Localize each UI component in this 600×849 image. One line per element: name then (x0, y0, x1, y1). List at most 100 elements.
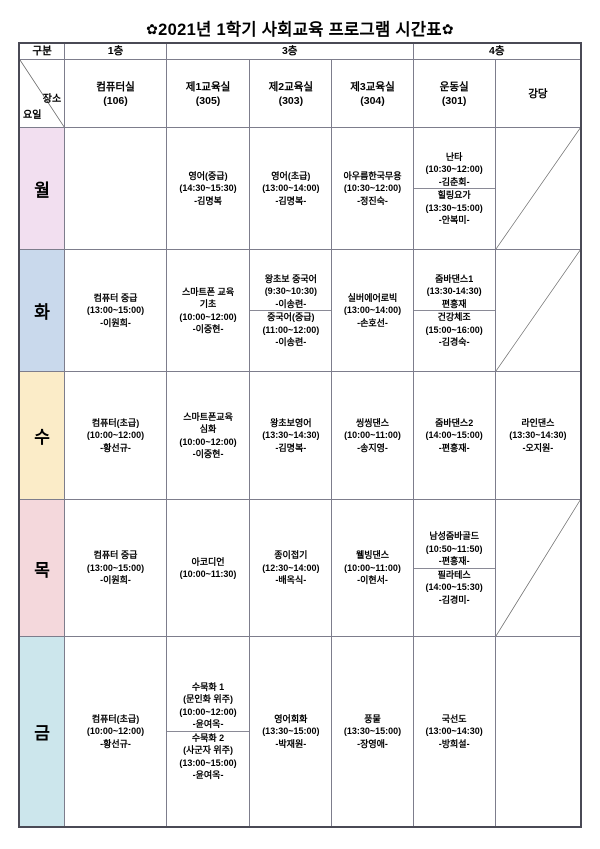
class-cell-목-6-unavailable[interactable] (494, 499, 582, 637)
class-cell-화-5-subtable: 줌바댄스1 (13:30-14:30) 편홍재 건강체조 (15:00~16:00… (413, 272, 495, 349)
table-body: 월 영어(중급) (14:30~15:30) -김명복 영어(초급) (13:00~… (18, 127, 582, 827)
class-cell-목-5-subtable: 남성줌바골드 (10:50~11:50) -편홍재- 필라테스 (14:00~15… (413, 530, 495, 606)
schedule-table: 구분 1층 3층 4층 장소 요일 컴퓨터실 (106) 제1교육실 (305) 제2교육실 (30… (18, 42, 582, 828)
page-title: ✿2021년 1학기 사회교육 프로그램 시간표✿ (0, 16, 600, 40)
day-row-화: 화 컴퓨터 중급 (13:00~15:00) -이원희- 스마트폰 교육 기초 (1… (18, 249, 582, 372)
class-cell-금-4[interactable]: 풍물 (13:30~15:00) -장영애- (331, 636, 414, 827)
class-cell-목-5-subrow-2: 필라테스 (14:00~15:30) -김경미- (413, 568, 495, 606)
class-cell-금-3[interactable]: 영어회화 (13:30~15:00) -박재원- (249, 636, 333, 827)
room-header-2: 제1교육실 (305) (165, 59, 251, 128)
diagonal-slash-icon (496, 128, 580, 249)
class-cell-월-5-subrow-2: 힐링요가 (13:30~15:00) -안복미- (413, 188, 495, 227)
corner-place-day-cell: 장소 요일 (18, 59, 66, 128)
class-cell-월-5-sub-2[interactable]: 힐링요가 (13:30~15:00) -안복미- (413, 188, 495, 227)
day-row-수: 수 컴퓨터(초급) (10:00~12:00) -황선규- 스마트폰교육 심화 (1… (18, 371, 582, 500)
class-cell-화-5-subrow-1: 줌바댄스1 (13:30-14:30) 편홍재 (413, 272, 495, 311)
class-cell-목-5-split[interactable]: 남성줌바골드 (10:50~11:50) -편홍재- 필라테스 (14:00~15… (412, 499, 496, 637)
room-header-4: 제3교육실 (304) (331, 59, 414, 128)
room-name: 제1교육실 (185, 80, 231, 93)
floor-header-2: 3층 (165, 42, 414, 60)
day-row-목: 목 컴퓨터 중급 (13:00~15:00) -이원희- 아코디언 (10:00~1… (18, 499, 582, 637)
day-label-수: 수 (18, 371, 66, 500)
flower-ornament-left-icon: ✿ (146, 21, 159, 37)
class-cell-월-5-split[interactable]: 난타 (10:30~12:00) -김춘회- 힐링요가 (13:30~15:00)… (412, 127, 496, 250)
class-cell-목-4[interactable]: 웰빙댄스 (10:00~11:00) -이현서- (331, 499, 414, 637)
class-cell-화-2[interactable]: 스마트폰 교육 기초 (10:00~12:00) -이중현- (165, 249, 251, 372)
class-cell-금-2-subtable: 수묵화 1 (문인화 위주) (10:00~12:00) -윤여옥- 수묵화 2 … (166, 680, 250, 782)
class-cell-화-3-subtable: 왕초보 중국어 (9:30~10:30) -이송련- 중국어(중급) (11:00… (250, 272, 332, 349)
class-cell-월-3[interactable]: 영어(초급) (13:00~14:00) -김명복- (249, 127, 333, 250)
floor-header-1: 1층 (64, 42, 167, 60)
day-row-월: 월 영어(중급) (14:30~15:30) -김명복 영어(초급) (13:00~… (18, 127, 582, 250)
class-cell-수-1[interactable]: 컴퓨터(초급) (10:00~12:00) -황선규- (64, 371, 167, 500)
class-cell-목-1[interactable]: 컴퓨터 중급 (13:00~15:00) -이원희- (64, 499, 167, 637)
class-cell-월-2[interactable]: 영어(중급) (14:30~15:30) -김명복 (165, 127, 251, 250)
room-number: (303) (278, 94, 304, 107)
floor-header-3: 4층 (412, 42, 582, 60)
room-header-1: 컴퓨터실 (106) (64, 59, 167, 128)
class-cell-월-5-subrow-1: 난타 (10:30~12:00) -김춘회- (413, 150, 495, 189)
page-title-text: 2021년 1학기 사회교육 프로그램 시간표 (158, 21, 442, 39)
day-label-월: 월 (18, 127, 66, 250)
diagonal-slash-icon (496, 250, 580, 371)
room-name: 제2교육실 (268, 80, 314, 93)
class-cell-금-2-split[interactable]: 수묵화 1 (문인화 위주) (10:00~12:00) -윤여옥- 수묵화 2 … (165, 636, 251, 827)
class-cell-월-4[interactable]: 아우름한국무용 (10:30~12:00) -정진숙- (331, 127, 414, 250)
floor-header-row: 구분 1층 3층 4층 (18, 42, 582, 60)
class-cell-월-1-empty[interactable] (64, 127, 167, 250)
room-header-3: 제2교육실 (303) (249, 59, 333, 128)
class-cell-금-1[interactable]: 컴퓨터(초급) (10:00~12:00) -황선규- (64, 636, 167, 827)
room-number: (305) (195, 94, 221, 107)
class-cell-목-5-subrow-1: 남성줌바골드 (10:50~11:50) -편홍재- (413, 530, 495, 569)
class-cell-금-2-subrow-1: 수묵화 1 (문인화 위주) (10:00~12:00) -윤여옥- (166, 680, 250, 732)
class-cell-금-2-sub-2[interactable]: 수묵화 2 (사군자 위주) (13:00~15:00) -윤여옥- (166, 731, 250, 782)
class-cell-화-3-split[interactable]: 왕초보 중국어 (9:30~10:30) -이송련- 중국어(중급) (11:00… (249, 249, 333, 372)
class-cell-화-5-sub-2[interactable]: 건강체조 (15:00~16:00) -김경숙- (413, 310, 495, 349)
class-cell-수-4[interactable]: 씽씽댄스 (10:00~11:00) -송지영- (331, 371, 414, 500)
class-cell-화-3-sub-2[interactable]: 중국어(중급) (11:00~12:00) -이송련- (250, 310, 332, 349)
class-cell-목-3[interactable]: 종이접기 (12:30~14:00) -배옥식- (249, 499, 333, 637)
room-header-5: 운동실 (301) (412, 59, 496, 128)
class-cell-화-3-subrow-2: 중국어(중급) (11:00~12:00) -이송련- (250, 310, 332, 349)
class-cell-화-4[interactable]: 실버에어로빅 (13:00~14:00) -손호선- (331, 249, 414, 372)
class-cell-화-3-sub-1[interactable]: 왕초보 중국어 (9:30~10:30) -이송련- (250, 272, 332, 311)
class-cell-월-6-unavailable[interactable] (494, 127, 582, 250)
class-cell-수-6[interactable]: 라인댄스 (13:30~14:30) -오지원- (494, 371, 582, 500)
room-name: 운동실 (439, 80, 469, 93)
class-cell-목-5-sub-2[interactable]: 필라테스 (14:00~15:30) -김경미- (413, 568, 495, 606)
room-name: 제3교육실 (350, 80, 395, 93)
class-cell-화-5-subrow-2: 건강체조 (15:00~16:00) -김경숙- (413, 310, 495, 349)
class-cell-금-2-sub-1[interactable]: 수묵화 1 (문인화 위주) (10:00~12:00) -윤여옥- (166, 680, 250, 732)
room-name: 강당 (528, 87, 548, 100)
room-name: 컴퓨터실 (96, 80, 135, 93)
class-cell-화-3-subrow-1: 왕초보 중국어 (9:30~10:30) -이송련- (250, 272, 332, 311)
flower-ornament-right-icon: ✿ (441, 21, 454, 37)
table-head: 구분 1층 3층 4층 장소 요일 컴퓨터실 (106) 제1교육실 (305) 제2교육실 (30… (18, 42, 582, 128)
room-number: (301) (441, 94, 467, 107)
corner-place-label: 장소 (42, 94, 62, 105)
class-cell-화-5-split[interactable]: 줌바댄스1 (13:30-14:30) 편홍재 건강체조 (15:00~16:00… (412, 249, 496, 372)
corner-day-label: 요일 (23, 110, 42, 121)
day-label-화: 화 (18, 249, 66, 372)
day-label-금: 금 (18, 636, 66, 827)
class-cell-목-5-sub-1[interactable]: 남성줌바골드 (10:50~11:50) -편홍재- (413, 530, 495, 569)
day-row-금: 금 컴퓨터(초급) (10:00~12:00) -황선규- 수묵화 1 (문인화 위… (18, 636, 582, 827)
class-cell-수-3[interactable]: 왕초보영어 (13:30~14:30) -김명복- (249, 371, 333, 500)
class-cell-금-6-empty[interactable] (494, 636, 582, 827)
class-cell-목-2[interactable]: 아코디언 (10:00~11:30) (165, 499, 251, 637)
day-label-목: 목 (18, 499, 66, 637)
class-cell-월-5-sub-1[interactable]: 난타 (10:30~12:00) -김춘회- (413, 150, 495, 189)
class-cell-화-5-sub-1[interactable]: 줌바댄스1 (13:30-14:30) 편홍재 (413, 272, 495, 311)
room-header-row: 장소 요일 컴퓨터실 (106) 제1교육실 (305) 제2교육실 (303) 제3교육실 (3… (18, 59, 582, 128)
class-cell-수-5[interactable]: 줌바댄스2 (14:00~15:00) -편홍재- (412, 371, 496, 500)
class-cell-월-5-subtable: 난타 (10:30~12:00) -김춘회- 힐링요가 (13:30~15:00)… (413, 150, 495, 227)
corner-diagonal-icon (20, 60, 64, 127)
class-cell-화-6-unavailable[interactable] (494, 249, 582, 372)
room-number: (106) (103, 94, 128, 107)
class-cell-화-1[interactable]: 컴퓨터 중급 (13:00~15:00) -이원희- (64, 249, 167, 372)
class-cell-금-5[interactable]: 국선도 (13:00~14:30) -방희설- (412, 636, 496, 827)
class-cell-수-2[interactable]: 스마트폰교육 심화 (10:00~12:00) -이중현- (165, 371, 251, 500)
class-cell-금-2-subrow-2: 수묵화 2 (사군자 위주) (13:00~15:00) -윤여옥- (166, 731, 250, 782)
room-number: (304) (360, 94, 385, 107)
header-group-label: 구분 (18, 42, 66, 60)
